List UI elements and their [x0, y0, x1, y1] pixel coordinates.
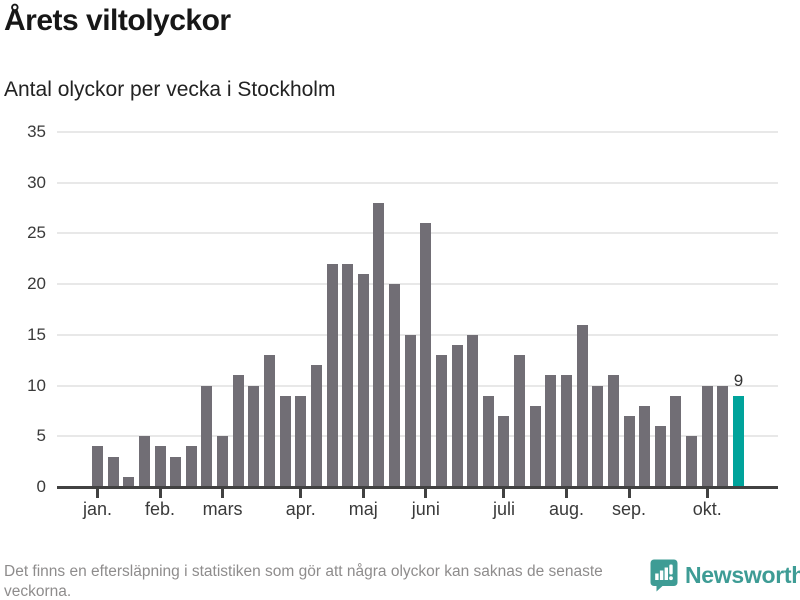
- bar-week-40: [701, 385, 713, 487]
- y-axis-label-0: 0: [36, 477, 46, 496]
- bar-week-18: [357, 274, 369, 487]
- bar-week-4: [138, 436, 150, 487]
- y-axis-label-10: 10: [27, 375, 46, 395]
- bar-week-25: [467, 334, 479, 487]
- y-axis-label-5: 5: [36, 426, 46, 446]
- bar-week-3: [123, 476, 135, 487]
- bar-week-37: [654, 426, 666, 487]
- bar-week-19: [373, 203, 385, 487]
- x-tick-juli: [502, 488, 506, 498]
- bar-week-21: [404, 334, 416, 487]
- y-axis-label-30: 30: [27, 172, 46, 192]
- x-tick-aug: [565, 488, 569, 498]
- bar-week-2: [107, 456, 119, 487]
- bar-week-36: [639, 405, 651, 487]
- bar-week-12: [263, 355, 275, 487]
- bar-week-10: [232, 375, 244, 487]
- bar-week-42: [732, 395, 744, 487]
- x-axis-label-juni: juni: [411, 499, 440, 519]
- y-axis-label-35: 35: [27, 122, 46, 141]
- bar-week-29: [529, 405, 541, 487]
- bar-week-31: [561, 375, 573, 487]
- bar-week-14: [295, 395, 307, 487]
- gridline-5: [57, 435, 778, 438]
- bar-week-6: [170, 456, 182, 487]
- chart-subtitle: Antal olyckor per vecka i Stockholm: [4, 78, 336, 101]
- newsworthy-logo[interactable]: Newsworthy: [650, 559, 800, 592]
- bar-week-23: [435, 355, 447, 487]
- x-tick-mars: [221, 488, 225, 498]
- bar-week-28: [514, 355, 526, 487]
- bar-week-39: [686, 436, 698, 487]
- highlight-value-label: 9: [733, 370, 744, 390]
- x-axis-label-juli: juli: [492, 499, 515, 519]
- bar-week-27: [498, 416, 510, 487]
- x-axis-label-okt: okt.: [692, 499, 722, 519]
- bar-week-7: [185, 446, 197, 487]
- x-tick-maj: [361, 488, 365, 498]
- bar-week-16: [326, 263, 338, 487]
- bar-week-17: [342, 263, 354, 487]
- bar-week-26: [482, 395, 494, 487]
- bar-week-22: [420, 223, 432, 487]
- chart-title: Årets viltolyckor: [4, 4, 231, 37]
- bar-week-30: [545, 375, 557, 487]
- x-axis-label-jan: jan.: [82, 499, 113, 519]
- brand-name: Newsworthy: [685, 562, 800, 588]
- bar-week-24: [451, 345, 463, 487]
- y-axis-label-15: 15: [27, 324, 46, 344]
- x-tick-sep: [627, 488, 631, 498]
- bar-week-1: [92, 446, 103, 487]
- bar-week-38: [670, 395, 682, 487]
- gridline-10: [57, 384, 778, 387]
- x-tick-feb: [158, 488, 162, 498]
- bar-week-32: [576, 324, 588, 487]
- x-axis-label-mars: mars: [202, 499, 243, 519]
- x-tick-jan: [96, 488, 99, 498]
- gridline-15: [57, 333, 778, 336]
- bar-week-41: [717, 385, 729, 487]
- y-axis-label-25: 25: [27, 223, 46, 243]
- bar-week-5: [154, 446, 166, 487]
- bar-week-9: [217, 436, 229, 487]
- gridline-35: [57, 131, 778, 133]
- x-axis-label-sep: sep.: [612, 499, 647, 519]
- footnote: Det finns en eftersläpning i statistiken…: [4, 563, 603, 600]
- x-axis-line: [57, 485, 778, 489]
- newsworthy-icon: [650, 559, 678, 592]
- x-axis-label-aug: aug.: [548, 499, 585, 519]
- x-axis-label-apr: apr.: [285, 499, 316, 519]
- y-axis-label-20: 20: [27, 274, 46, 294]
- gridline-25: [57, 232, 778, 235]
- gridline-20: [57, 283, 778, 286]
- x-tick-juni: [424, 488, 428, 498]
- x-tick-apr: [299, 488, 303, 498]
- bar-week-8: [201, 385, 213, 487]
- x-axis-label-maj: maj: [348, 499, 378, 519]
- bar-week-11: [248, 385, 260, 487]
- x-axis-label-feb: feb.: [145, 499, 176, 519]
- bar-week-33: [592, 385, 604, 487]
- bar-week-34: [607, 375, 619, 487]
- x-tick-okt: [705, 488, 709, 498]
- gridline-30: [57, 181, 778, 184]
- bar-week-13: [279, 395, 291, 487]
- bar-week-20: [389, 284, 401, 487]
- bar-week-35: [623, 416, 635, 487]
- bar-week-15: [310, 365, 322, 487]
